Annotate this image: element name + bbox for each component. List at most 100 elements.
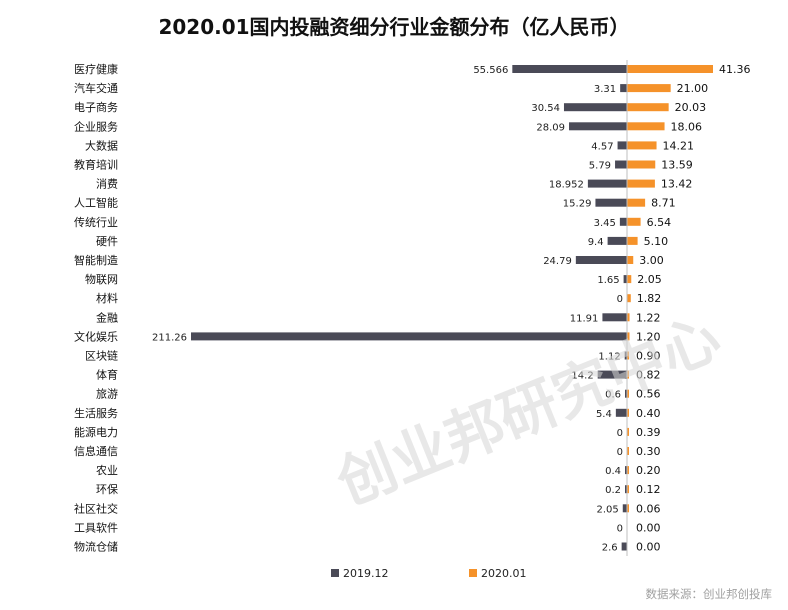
category-label: 大数据: [85, 138, 118, 152]
bar-2020-01: [627, 198, 646, 207]
bar-2019-12: [625, 389, 627, 398]
legend-swatch-2019-12: [331, 569, 339, 577]
bar-2020-01: [627, 370, 629, 379]
bar-2020-01: [627, 447, 629, 455]
data-label-2019-12: 30.54: [531, 103, 560, 114]
data-label-2020-01: 1.22: [636, 311, 661, 324]
data-label-2019-12: 5.4: [596, 409, 612, 420]
category-label: 传统行业: [74, 216, 118, 229]
bar-2019-12: [615, 160, 627, 169]
data-label-2020-01: 0.20: [636, 464, 661, 477]
data-label-2020-01: 0.00: [636, 541, 661, 554]
data-label-2019-12: 2.6: [602, 543, 618, 554]
data-label-2020-01: 8.71: [651, 197, 676, 210]
legend: 2019.12 2020.01: [331, 567, 527, 580]
bar-2019-12: [617, 141, 627, 150]
bar-2020-01: [627, 332, 630, 341]
bar-2020-01: [627, 141, 657, 150]
category-label: 电子商务: [74, 100, 118, 114]
bar-2020-01: [627, 466, 629, 475]
bar-2020-01: [627, 504, 629, 513]
bar-2019-12: [615, 408, 627, 417]
data-label-2019-12: 55.566: [473, 65, 508, 76]
data-label-2019-12: 0: [617, 428, 623, 439]
data-label-2020-01: 0.90: [636, 350, 661, 363]
data-label-2019-12: 2.05: [597, 504, 619, 515]
bar-2020-01: [627, 427, 629, 436]
category-label: 汽车交通: [74, 81, 118, 95]
data-label-2019-12: 0: [617, 294, 623, 305]
legend-label-2019-12: 2019.12: [343, 567, 389, 580]
data-label-2020-01: 14.21: [663, 139, 695, 152]
bar-2019-12: [625, 485, 627, 494]
category-label: 教育培训: [74, 158, 118, 172]
category-label: 物流仓储: [74, 540, 118, 554]
data-label-2020-01: 0.40: [636, 407, 661, 420]
bar-2020-01: [627, 313, 630, 322]
data-label-2019-12: 9.4: [588, 237, 604, 248]
bar-2020-01: [627, 236, 638, 245]
category-label: 企业服务: [74, 119, 118, 133]
data-label-2019-12: 5.79: [589, 161, 611, 172]
bar-2020-01: [627, 179, 655, 188]
category-label: 金融: [96, 310, 118, 324]
data-label-2019-12: 0.6: [605, 390, 621, 401]
bar-2019-12: [191, 332, 627, 341]
category-label: 农业: [96, 463, 118, 477]
series-2020-01-labels: 41.36 21.00 20.03 18.06 14.21 13.59 13.42 8.71 6…: [636, 63, 751, 554]
data-label-2020-01: 1.82: [637, 292, 662, 305]
data-label-2020-01: 13.59: [661, 159, 693, 172]
data-label-2019-12: 3.31: [594, 84, 616, 95]
data-label-2019-12: 15.29: [563, 199, 592, 210]
bar-2019-12: [620, 84, 627, 93]
legend-swatch-2020-01: [469, 569, 477, 577]
bar-2019-12: [569, 122, 627, 131]
bar-2020-01: [627, 217, 641, 226]
data-label-2019-12: 3.45: [594, 218, 616, 229]
bar-2020-01: [627, 84, 671, 93]
category-label: 生活服务: [74, 406, 118, 420]
category-label: 硬件: [96, 235, 118, 248]
bar-2019-12: [607, 236, 627, 245]
bar-2019-12: [625, 466, 627, 475]
bar-2020-01: [627, 389, 629, 398]
data-label-2020-01: 18.06: [671, 120, 703, 133]
data-label-2019-12: 0.2: [605, 485, 621, 496]
bar-2020-01: [627, 351, 629, 360]
category-label: 工具软件: [74, 520, 118, 534]
bar-2019-12: [623, 275, 627, 284]
data-label-2019-12: 14.2: [571, 371, 593, 382]
category-label: 区块链: [85, 349, 118, 363]
bar-2019-12: [597, 370, 627, 379]
bar-2020-01: [627, 408, 629, 417]
data-label-2020-01: 21.00: [677, 82, 709, 95]
category-label: 人工智能: [74, 196, 118, 210]
data-label-2020-01: 6.54: [647, 216, 672, 229]
bar-2020-01: [627, 65, 713, 73]
data-label-2020-01: 0.82: [636, 369, 661, 382]
bar-2019-12: [587, 179, 627, 188]
data-label-2020-01: 0.56: [636, 388, 661, 401]
data-label-2019-12: 18.952: [549, 180, 584, 191]
bar-2019-12: [512, 65, 627, 73]
bar-2020-01: [627, 294, 631, 303]
category-labels: 医疗健康汽车交通电子商务企业服务大数据教育培训消费人工智能传统行业硬件智能制造物…: [74, 62, 118, 554]
data-label-2020-01: 0.12: [636, 483, 661, 496]
category-label: 智能制造: [74, 253, 118, 267]
category-label: 消费: [96, 177, 118, 191]
bar-2019-12: [595, 198, 627, 207]
category-label: 物联网: [85, 272, 118, 286]
category-label: 信息通信: [74, 444, 118, 458]
category-label: 医疗健康: [74, 62, 118, 76]
data-label-2019-12: 0.4: [605, 466, 621, 477]
bar-2020-01: [627, 160, 656, 169]
category-label: 文化娱乐: [74, 329, 118, 343]
chart-title: 2020.01国内投融资细分行业金额分布（亿人民币）: [158, 15, 629, 39]
data-label-2020-01: 1.20: [636, 330, 661, 343]
bar-2019-12: [619, 217, 627, 226]
bar-2019-12: [602, 313, 627, 322]
bar-2020-01: [627, 256, 634, 264]
data-label-2020-01: 5.10: [644, 235, 669, 248]
series-2019-12-labels: 55.566 3.31 30.54 28.09 4.57 5.79 18.952 15.293…: [152, 65, 623, 554]
bar-2020-01: [627, 122, 665, 131]
